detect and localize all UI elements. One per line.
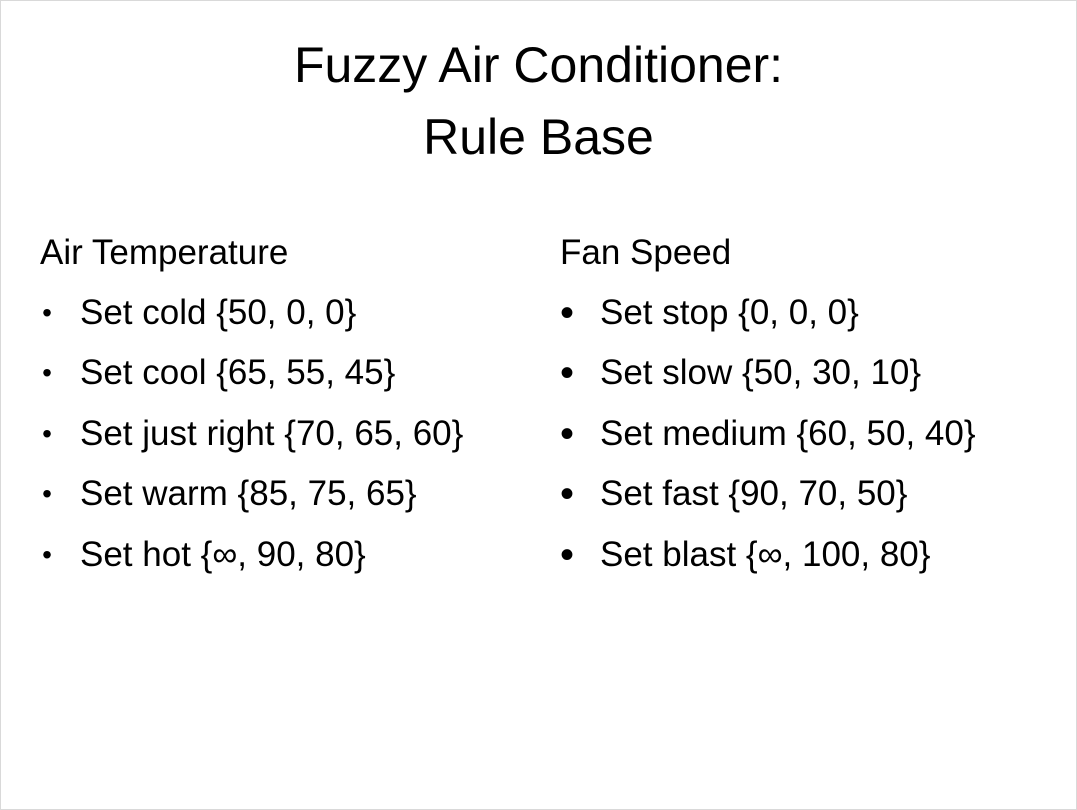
- title-line-2: Rule Base: [423, 109, 654, 165]
- bullet-icon: •: [560, 532, 575, 577]
- air-temperature-rule-list: • Set cold {50, 0, 0} • Set cool {65, 55, …: [40, 289, 540, 579]
- fan-speed-column: Fan Speed • Set stop {0, 0, 0} • Set slow …: [560, 229, 1060, 591]
- rule-text: Set warm {85, 75, 65}: [80, 474, 417, 514]
- fan-speed-rule-list: • Set stop {0, 0, 0} • Set slow {50, 30, 1…: [560, 289, 1060, 579]
- list-item: • Set fast {90, 70, 50}: [560, 470, 1060, 518]
- bullet-icon: •: [42, 357, 52, 389]
- rule-text: Set stop {0, 0, 0}: [600, 293, 859, 332]
- bullet-icon: •: [560, 291, 575, 335]
- list-item: • Set hot {∞, 90, 80}: [40, 531, 540, 579]
- rule-text: Set medium {60, 50, 40}: [600, 413, 976, 453]
- list-item: • Set cold {50, 0, 0}: [40, 289, 540, 337]
- rule-text: Set hot {∞, 90, 80}: [80, 534, 366, 574]
- rule-text: Set just right {70, 65, 60}: [80, 413, 464, 453]
- list-item: • Set slow {50, 30, 10}: [560, 349, 1060, 397]
- list-item: • Set just right {70, 65, 60}: [40, 410, 540, 458]
- bullet-icon: •: [42, 538, 52, 570]
- bullet-icon: •: [560, 472, 575, 517]
- rule-text: Set slow {50, 30, 10}: [600, 353, 922, 393]
- rule-text: Set cool {65, 55, 45}: [80, 353, 396, 393]
- list-item: • Set medium {60, 50, 40}: [560, 410, 1060, 458]
- list-item: • Set stop {0, 0, 0}: [560, 289, 1060, 337]
- air-temperature-heading: Air Temperature: [40, 233, 289, 272]
- fan-speed-heading: Fan Speed: [560, 233, 732, 272]
- bullet-icon: •: [42, 478, 52, 510]
- list-item: • Set warm {85, 75, 65}: [40, 470, 540, 518]
- slide-title: Fuzzy Air Conditioner: Rule Base: [1, 29, 1076, 173]
- title-line-1: Fuzzy Air Conditioner:: [293, 37, 784, 93]
- rule-text: Set blast {∞, 100, 80}: [600, 534, 931, 574]
- bullet-icon: •: [42, 417, 52, 449]
- list-item: • Set blast {∞, 100, 80}: [560, 531, 1060, 579]
- rule-text: Set cold {50, 0, 0}: [80, 293, 357, 332]
- bullet-icon: •: [560, 411, 575, 456]
- list-item: • Set cool {65, 55, 45}: [40, 349, 540, 397]
- bullet-icon: •: [42, 297, 52, 328]
- rule-text: Set fast {90, 70, 50}: [600, 474, 908, 514]
- air-temperature-column: Air Temperature • Set cold {50, 0, 0} • Se…: [40, 229, 540, 591]
- bullet-icon: •: [560, 351, 575, 396]
